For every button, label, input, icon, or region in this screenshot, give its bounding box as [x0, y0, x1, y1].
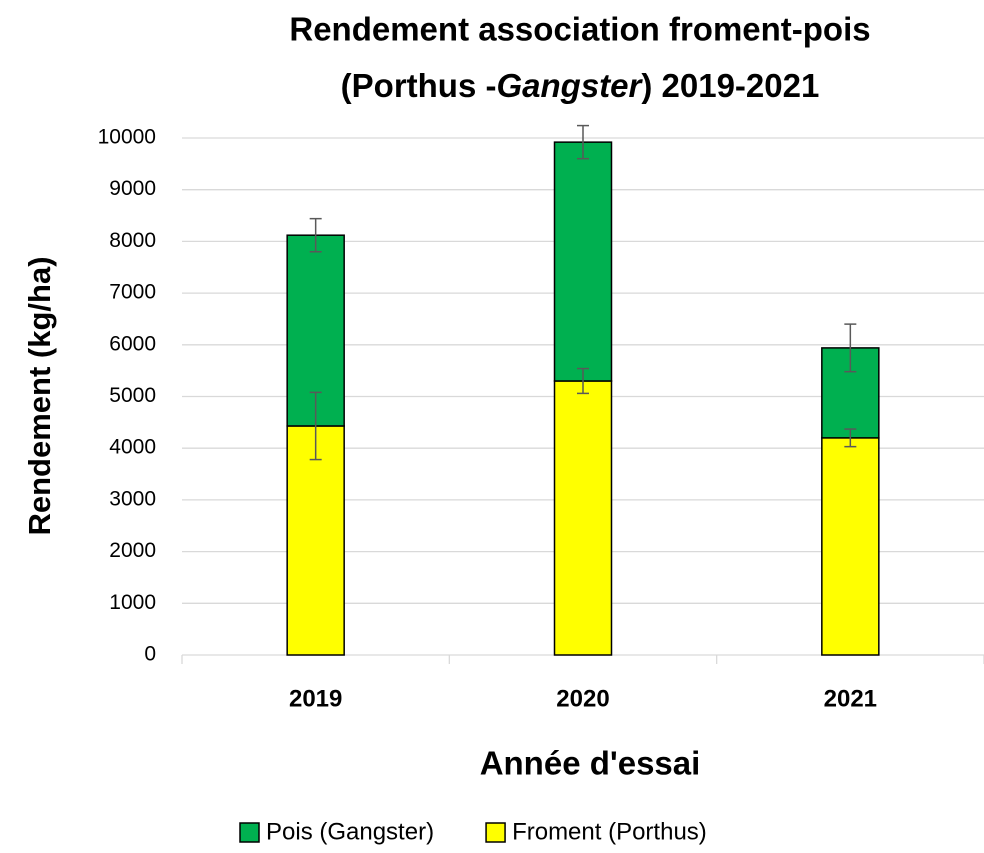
chart-title: (Porthus -Gangster) 2019-2021	[341, 67, 820, 104]
y-tick-label: 5000	[109, 384, 156, 407]
legend-swatch	[239, 822, 260, 843]
error-bar	[309, 217, 322, 253]
y-tick-label: 1000	[109, 591, 156, 614]
x-tick-label: 2020	[556, 685, 609, 712]
x-tick-label: 2019	[289, 685, 342, 712]
bar-segment	[553, 380, 613, 656]
y-tick-label: 6000	[109, 332, 156, 355]
y-tick-label: 10000	[98, 126, 156, 149]
bar-segment	[553, 141, 613, 382]
y-tick-label: 4000	[109, 436, 156, 459]
title-part: Gangster	[496, 67, 643, 104]
x-tick-label: 2021	[824, 685, 877, 712]
error-bar	[309, 391, 322, 461]
title-part: (Porthus -	[341, 67, 497, 104]
error-bar	[577, 367, 589, 395]
y-tick-label: 0	[144, 643, 156, 666]
bar-segment	[821, 437, 880, 656]
chart-title: Rendement association froment-pois	[289, 11, 870, 48]
title-part: ) 2019-2021	[641, 67, 819, 104]
y-axis-title: Rendement (kg/ha)	[22, 256, 57, 535]
error-bar	[844, 428, 857, 448]
legend-label: Froment (Porthus)	[512, 818, 707, 845]
bar-segment	[286, 425, 345, 656]
y-tick-label: 3000	[109, 487, 156, 510]
error-bar	[577, 124, 589, 160]
error-bar	[844, 323, 857, 373]
x-axis-title: Année d'essai	[480, 745, 701, 782]
y-tick-label: 8000	[109, 229, 156, 252]
legend-label: Pois (Gangster)	[266, 818, 434, 845]
y-tick-label: 2000	[109, 539, 156, 562]
y-tick-label: 7000	[109, 281, 156, 304]
y-tick-label: 9000	[109, 177, 156, 200]
legend-swatch	[485, 822, 506, 843]
